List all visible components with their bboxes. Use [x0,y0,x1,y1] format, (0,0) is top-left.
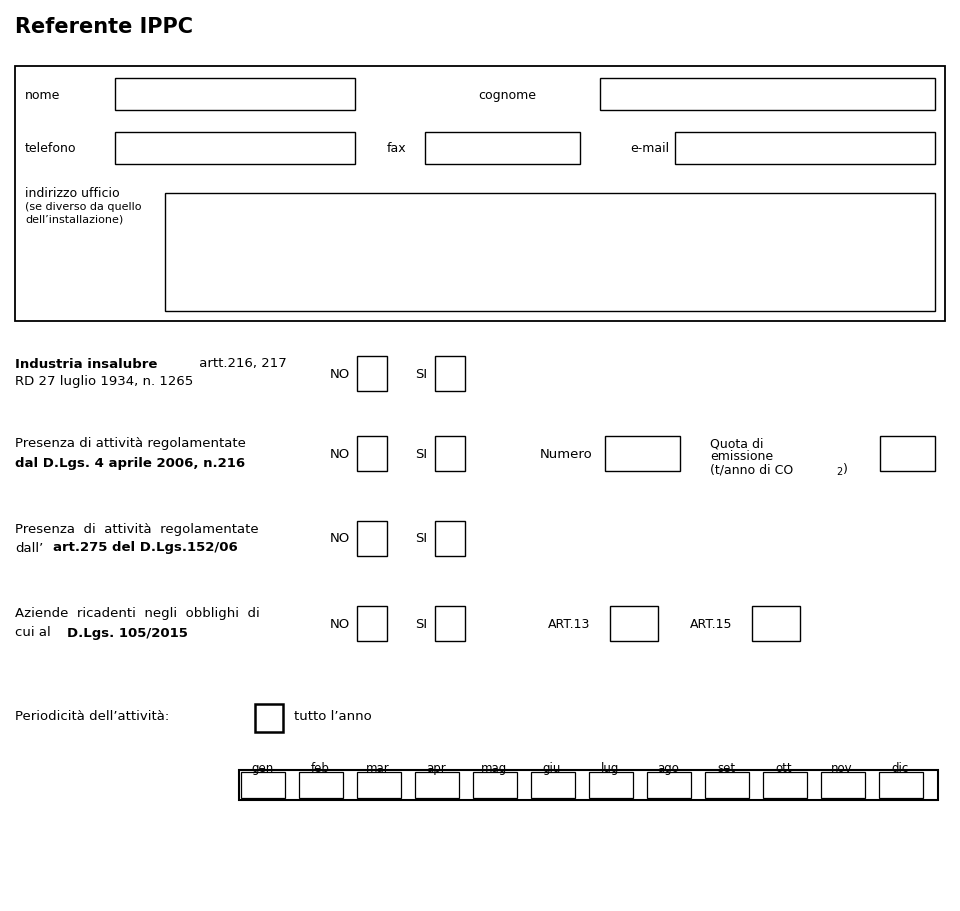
Text: Quota di: Quota di [710,437,763,450]
Bar [705,773,749,798]
Bar [821,773,865,798]
Bar [241,773,285,798]
Text: Aziende  ricadenti  negli  obblighi  di: Aziende ricadenti negli obblighi di [15,607,260,619]
Bar [357,773,401,798]
Text: Presenza  di  attività  regolamentate: Presenza di attività regolamentate [15,522,258,535]
Text: NO: NO [330,447,350,460]
Bar [435,436,465,472]
Text: set: set [717,762,735,774]
Text: lug: lug [601,762,619,774]
Text: mag: mag [481,762,507,774]
Bar [357,356,387,392]
Text: apr: apr [426,762,445,774]
Text: dic: dic [892,762,908,774]
Bar [752,607,800,641]
Text: NO: NO [330,532,350,545]
Bar [605,436,680,472]
Text: ART.13: ART.13 [548,617,590,630]
Text: SI: SI [415,367,427,380]
Text: Industria insalubre: Industria insalubre [15,357,157,370]
Text: feb: feb [311,762,329,774]
Text: Numero: Numero [540,447,592,460]
Text: NO: NO [330,367,350,380]
Bar [435,521,465,557]
Text: ): ) [843,463,848,476]
Text: giu: giu [542,762,562,774]
Text: e-mail: e-mail [630,142,669,156]
Text: RD 27 luglio 1934, n. 1265: RD 27 luglio 1934, n. 1265 [15,375,193,388]
Text: (t/anno di CO: (t/anno di CO [710,463,793,476]
Text: dall’: dall’ [15,541,43,554]
Bar [675,133,935,165]
Text: ago: ago [657,762,679,774]
Bar [115,79,355,111]
Bar [763,773,807,798]
Bar [610,607,658,641]
Text: fax: fax [387,142,407,156]
Bar [357,607,387,641]
Bar [880,436,935,472]
Text: telefono: telefono [25,142,77,156]
Bar [239,770,938,800]
Bar [425,133,580,165]
Text: Referente IPPC: Referente IPPC [15,17,193,37]
Text: D.Lgs. 105/2015: D.Lgs. 105/2015 [67,626,188,639]
Text: gen: gen [251,762,274,774]
Bar [255,704,283,732]
Bar [589,773,633,798]
Bar [357,436,387,472]
Text: indirizzo ufficio: indirizzo ufficio [25,187,120,200]
Text: dell’installazione): dell’installazione) [25,215,123,225]
Bar [357,521,387,557]
Text: 2: 2 [836,466,842,476]
Bar [415,773,459,798]
Text: mar: mar [366,762,390,774]
Text: art.275 del D.Lgs.152/06: art.275 del D.Lgs.152/06 [53,541,238,554]
Text: SI: SI [415,617,427,630]
Text: emissione: emissione [710,450,773,463]
Bar [435,607,465,641]
Text: Periodicità dell’attività:: Periodicità dell’attività: [15,710,169,722]
Text: cui al: cui al [15,626,55,639]
Text: cognome: cognome [478,88,536,101]
Text: tutto l’anno: tutto l’anno [294,710,372,722]
Text: dal D.Lgs. 4 aprile 2006, n.216: dal D.Lgs. 4 aprile 2006, n.216 [15,456,245,469]
Bar [473,773,517,798]
Text: ART.15: ART.15 [690,617,732,630]
Bar [435,356,465,392]
Text: SI: SI [415,532,427,545]
Bar [647,773,691,798]
Text: NO: NO [330,617,350,630]
Bar [165,194,935,312]
Text: nov: nov [831,762,852,774]
Bar [600,79,935,111]
Bar [879,773,923,798]
Text: SI: SI [415,447,427,460]
Text: artt.216, 217: artt.216, 217 [195,357,287,370]
Text: nome: nome [25,88,60,101]
Text: (se diverso da quello: (se diverso da quello [25,201,141,211]
Text: Presenza di attività regolamentate: Presenza di attività regolamentate [15,437,246,450]
Bar [299,773,343,798]
Bar [15,67,945,322]
Bar [115,133,355,165]
Bar [531,773,575,798]
Text: ott: ott [776,762,792,774]
